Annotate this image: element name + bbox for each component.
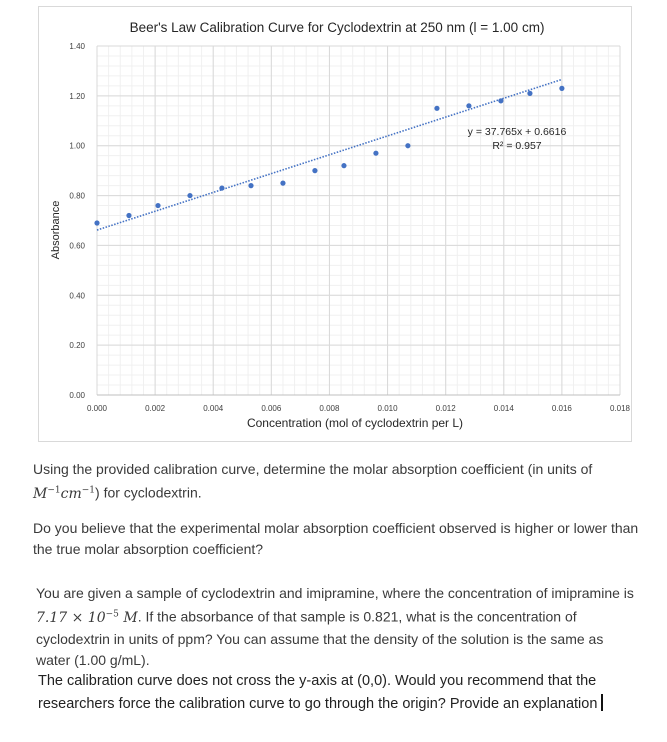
question-1-tail: ) for cyclodextrin. bbox=[95, 484, 202, 501]
r-squared-label: R² = 0.957 bbox=[492, 140, 541, 152]
y-tick-label: 0.20 bbox=[69, 341, 85, 350]
question-2: Do you believe that the experimental mol… bbox=[33, 518, 645, 560]
data-point bbox=[280, 180, 286, 186]
x-axis-label: Concentration (mol of cyclodextrin per L… bbox=[247, 416, 463, 430]
unit-math: M−1cm−1 bbox=[33, 485, 96, 502]
data-point bbox=[466, 103, 472, 109]
question-3: You are given a sample of cyclodextrin a… bbox=[36, 583, 636, 671]
imipramine-concentration: 7.17 × 10−5 M bbox=[36, 609, 138, 626]
text-cursor bbox=[601, 694, 604, 711]
data-point bbox=[187, 192, 193, 199]
question-3-post: . If the absorbance of that sample is 0.… bbox=[36, 608, 604, 668]
y-tick-label: 0.00 bbox=[69, 391, 85, 400]
x-tick-label: 0.002 bbox=[145, 404, 166, 413]
y-tick-label: 1.40 bbox=[69, 42, 85, 51]
trendline-equation: y = 37.765x + 0.6616 bbox=[468, 126, 567, 138]
data-point bbox=[248, 183, 254, 189]
x-tick-label: 0.006 bbox=[261, 404, 282, 413]
question-4: The calibration curve does not cross the… bbox=[38, 670, 658, 716]
question-2-text: Do you believe that the experimental mol… bbox=[33, 520, 639, 557]
calibration-chart: 0.000 0.002 0.004 0.006 0.008 0.010 0.012 0.014… bbox=[50, 20, 631, 430]
data-point bbox=[155, 202, 161, 209]
question-4-text: The calibration curve does not cross the… bbox=[38, 673, 598, 712]
y-tick-label: 1.20 bbox=[69, 92, 85, 101]
y-tick-label: 1.00 bbox=[69, 142, 85, 151]
y-tick-label: 0.40 bbox=[69, 291, 85, 300]
data-point bbox=[126, 212, 132, 219]
chart-title: Beer's Law Calibration Curve for Cyclode… bbox=[130, 20, 545, 35]
chart-container: 0.000 0.002 0.004 0.006 0.008 0.010 0.012 0.014… bbox=[38, 6, 632, 442]
data-point bbox=[373, 150, 379, 156]
x-tick-label: 0.000 bbox=[87, 404, 108, 413]
question-1: Using the provided calibration curve, de… bbox=[33, 459, 643, 505]
y-tick-label: 0.80 bbox=[69, 192, 85, 201]
data-point bbox=[312, 168, 318, 174]
y-tick-label: 0.60 bbox=[69, 241, 85, 250]
x-tick-label: 0.012 bbox=[436, 404, 457, 413]
data-point bbox=[434, 105, 440, 111]
data-point bbox=[527, 90, 533, 96]
x-tick-label: 0.014 bbox=[494, 404, 515, 413]
x-tick-label: 0.008 bbox=[319, 404, 340, 413]
data-point bbox=[219, 185, 225, 191]
x-tick-label: 0.004 bbox=[203, 404, 224, 413]
question-1-text: Using the provided calibration curve, de… bbox=[33, 461, 593, 477]
data-point bbox=[94, 220, 100, 226]
x-tick-label: 0.016 bbox=[552, 404, 573, 413]
x-tick-label: 0.010 bbox=[378, 404, 399, 413]
x-tick-label: 0.018 bbox=[610, 404, 631, 413]
data-point bbox=[559, 85, 565, 91]
trendline bbox=[96, 78, 563, 231]
question-3-pre: You are given a sample of cyclodextrin a… bbox=[36, 585, 634, 601]
data-point bbox=[341, 163, 347, 169]
y-axis-label: Absorbance bbox=[50, 201, 62, 260]
data-point bbox=[498, 98, 504, 104]
data-point bbox=[405, 143, 411, 149]
